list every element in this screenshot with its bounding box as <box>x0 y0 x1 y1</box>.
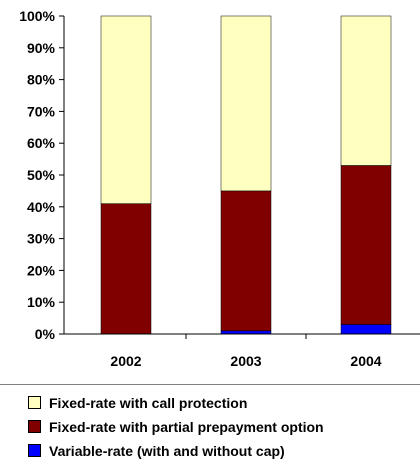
bar-segment <box>220 15 272 192</box>
y-tick-label: 70% <box>27 103 56 119</box>
legend: Fixed-rate with call protection Fixed-rat… <box>28 392 420 464</box>
legend-swatch <box>28 444 41 457</box>
y-tick-label: 40% <box>27 199 56 215</box>
bar-segment <box>220 190 272 332</box>
y-tick-label: 0% <box>35 326 56 342</box>
legend-divider <box>0 384 420 385</box>
legend-label: Fixed-rate with partial prepayment optio… <box>49 418 324 435</box>
y-tick-label: 100% <box>19 8 55 24</box>
bar-segment <box>340 165 392 325</box>
y-tick-label: 60% <box>27 135 56 151</box>
y-tick-label: 20% <box>27 262 56 278</box>
stacked-bar-chart: 0%10%20%30%40%50%60%70%80%90%100% 2002 20… <box>19 8 420 369</box>
x-tick-label: 2004 <box>350 353 381 369</box>
x-axis: 2002 2003 2004 <box>64 333 420 369</box>
x-tick-label: 2003 <box>230 353 261 369</box>
legend-label: Variable-rate (with and without cap) <box>49 442 285 459</box>
y-axis: 0% 10% 20% 30% 40% 50% 60% 70% 80% 90% 100% <box>19 8 65 342</box>
legend-item: Variable-rate (with and without cap) <box>28 440 420 461</box>
bar-segment <box>100 203 152 335</box>
bars <box>100 15 392 335</box>
x-tick-label: 2002 <box>110 353 141 369</box>
legend-item: Fixed-rate with partial prepayment optio… <box>28 416 420 437</box>
y-tick-label: 10% <box>27 294 56 310</box>
y-tick-label: 50% <box>27 167 56 183</box>
legend-label: Fixed-rate with call protection <box>49 394 248 411</box>
legend-swatch <box>28 420 41 433</box>
y-tick-label: 80% <box>27 72 56 88</box>
bar-segment <box>340 15 392 166</box>
legend-item: Fixed-rate with call protection <box>28 392 420 413</box>
y-tick-label: 90% <box>27 40 56 56</box>
y-tick-label: 30% <box>27 231 56 247</box>
bar-segment <box>340 324 392 335</box>
legend-swatch <box>28 396 41 409</box>
bar-segment <box>100 15 152 204</box>
